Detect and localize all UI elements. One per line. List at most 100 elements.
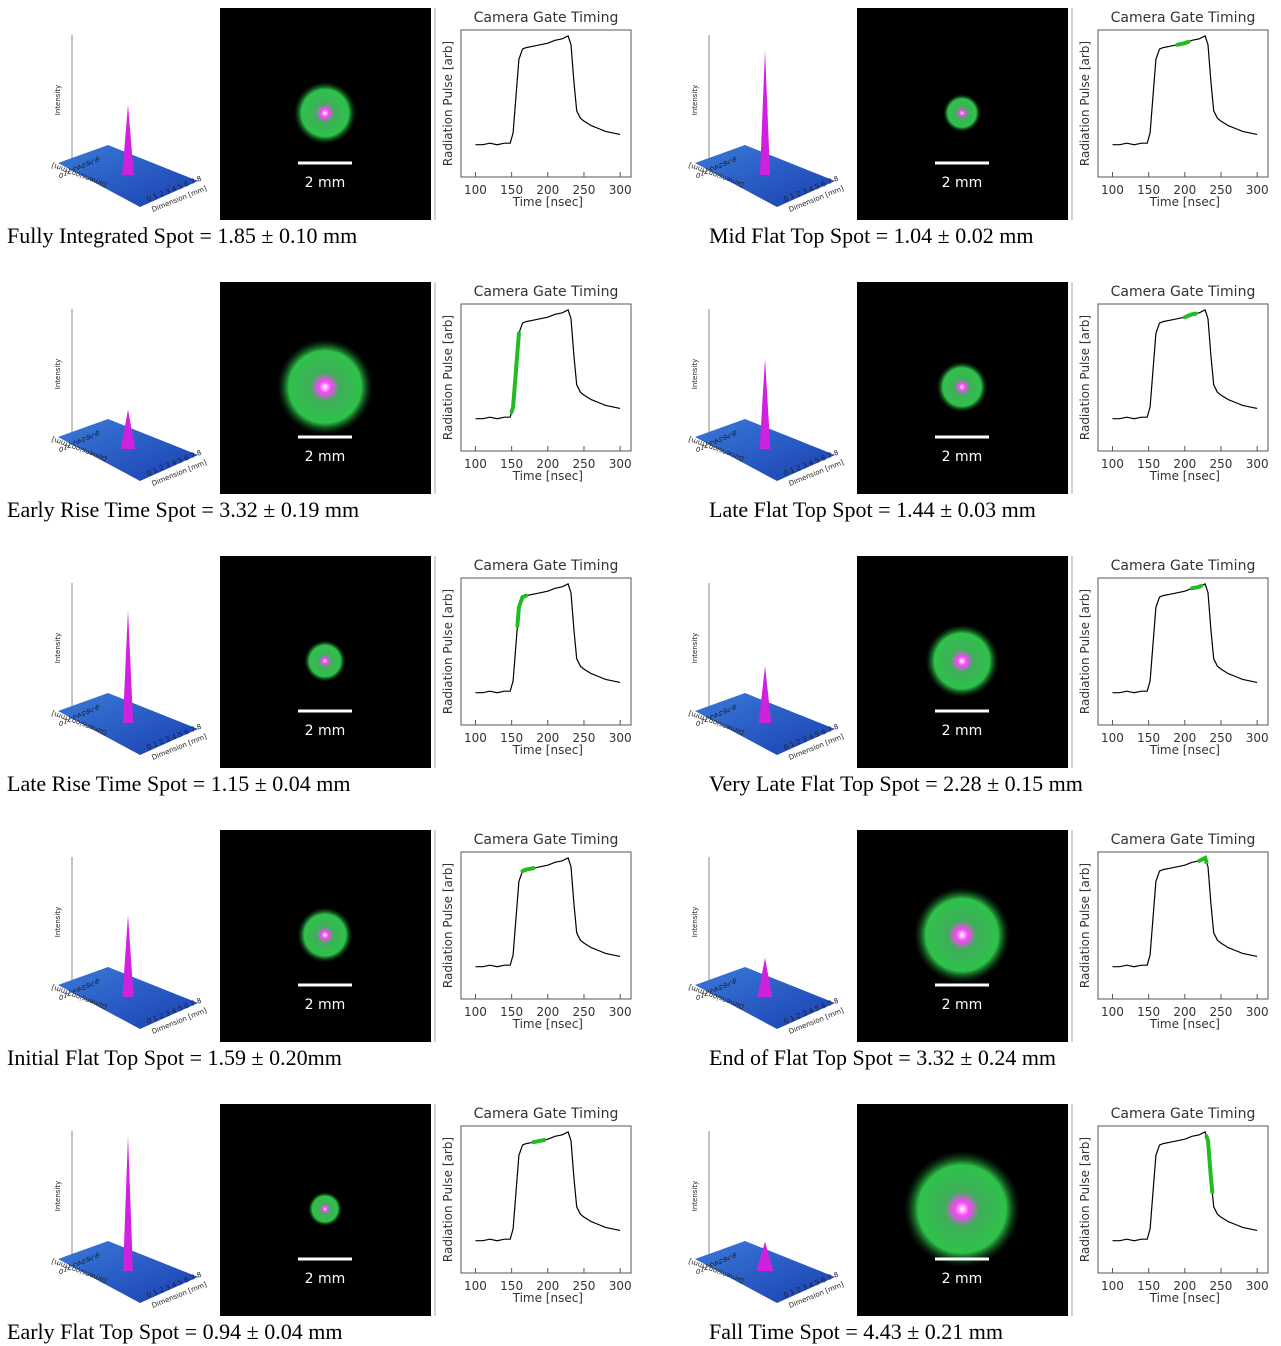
x-axis-label: Time [nsec] [1149, 1017, 1220, 1031]
x-tick-label: 100 [464, 731, 487, 745]
surface-tick-label: 8 [196, 449, 203, 458]
x-tick-label: 200 [536, 1005, 559, 1019]
x-tick-label: 150 [500, 731, 523, 745]
x-tick-label: 250 [573, 1005, 596, 1019]
chart-title: Camera Gate Timing [474, 832, 619, 848]
pulse-line [476, 858, 621, 967]
x-tick-label: 150 [500, 1279, 523, 1293]
caption: Fully Integrated Spot = 1.85 ± 0.10 mm [7, 223, 357, 248]
beam-spot [294, 82, 357, 145]
panel: Intensity001122334455667788Dimension [mm… [687, 1104, 1268, 1344]
gate-window [1178, 42, 1189, 45]
x-tick-label: 250 [573, 1279, 596, 1293]
x-tick-label: 300 [1246, 1005, 1269, 1019]
beam-spot [925, 624, 999, 698]
surface-tick-label: 8 [196, 175, 203, 184]
y-axis-label: Radiation Pulse [arb] [1078, 41, 1092, 166]
x-tick-label: 200 [536, 183, 559, 197]
gate-window [523, 868, 534, 871]
x-tick-label: 250 [1210, 457, 1233, 471]
caption: Early Rise Time Spot = 3.32 ± 0.19 mm [7, 497, 359, 522]
x-axis-label: Time [nsec] [1149, 1291, 1220, 1305]
beam-spot [297, 907, 352, 962]
chart-title: Camera Gate Timing [474, 284, 619, 300]
beam-spot [277, 339, 373, 435]
surface-tick-label: 8 [833, 1271, 840, 1280]
gate-window [533, 1140, 544, 1142]
x-tick-label: 100 [464, 457, 487, 471]
chart-title: Camera Gate Timing [1111, 558, 1256, 574]
x-tick-label: 100 [464, 1279, 487, 1293]
y-axis-label: Radiation Pulse [arb] [1078, 1137, 1092, 1262]
plot-frame [1098, 1126, 1268, 1273]
x-tick-label: 200 [1173, 1005, 1196, 1019]
caption: Initial Flat Top Spot = 1.59 ± 0.20mm [7, 1045, 342, 1070]
chart-title: Camera Gate Timing [474, 10, 619, 26]
caption: Late Flat Top Spot = 1.44 ± 0.03 mm [709, 497, 1036, 522]
x-tick-label: 200 [1173, 183, 1196, 197]
x-tick-label: 300 [609, 1005, 632, 1019]
pulse-line [1113, 310, 1258, 419]
x-tick-label: 100 [1101, 1005, 1124, 1019]
y-axis-label: Radiation Pulse [arb] [441, 589, 455, 714]
pulse-line [476, 584, 621, 693]
pulse-line [1113, 36, 1258, 145]
intensity-peak [122, 105, 134, 175]
y-axis-label: Radiation Pulse [arb] [1078, 863, 1092, 988]
beam-spot [304, 640, 346, 682]
x-axis-label: Time [nsec] [512, 469, 583, 483]
z-axis-label: Intensity [54, 85, 62, 115]
surface-tick-label: 8 [833, 997, 840, 1006]
caption: Mid Flat Top Spot = 1.04 ± 0.02 mm [709, 223, 1033, 248]
x-tick-label: 100 [1101, 1279, 1124, 1293]
gate-window [1192, 586, 1201, 588]
panel: Intensity001122334455667788Dimension [mm… [687, 282, 1268, 522]
intensity-peak [759, 666, 772, 723]
x-axis-label: Time [nsec] [512, 743, 583, 757]
z-axis-label: Intensity [54, 907, 62, 937]
z-axis-label: Intensity [54, 359, 62, 389]
gate-window [517, 596, 526, 626]
y-axis-label: Radiation Pulse [arb] [441, 41, 455, 166]
y-axis-label: Radiation Pulse [arb] [1078, 315, 1092, 440]
beam-spot [943, 94, 981, 132]
gate-window [1199, 858, 1206, 862]
beam-spot [914, 887, 1010, 983]
beam-spot [937, 362, 988, 413]
x-tick-label: 300 [1246, 183, 1269, 197]
beam-spot [308, 1192, 342, 1226]
beam-spot [904, 1151, 1021, 1268]
surface-tick-label: 8 [196, 1271, 203, 1280]
panel: Intensity001122334455667788Dimension [mm… [687, 556, 1268, 796]
x-tick-label: 150 [500, 1005, 523, 1019]
intensity-peak [122, 915, 133, 997]
gate-window [512, 333, 519, 412]
scale-label: 2 mm [305, 175, 346, 191]
scale-label: 2 mm [305, 449, 346, 465]
x-tick-label: 300 [609, 1279, 632, 1293]
x-tick-label: 100 [1101, 457, 1124, 471]
x-tick-label: 250 [573, 731, 596, 745]
x-tick-label: 200 [1173, 457, 1196, 471]
caption: Fall Time Spot = 4.43 ± 0.21 mm [709, 1319, 1003, 1344]
intensity-peak [760, 50, 770, 175]
plot-frame [1098, 852, 1268, 999]
chart-title: Camera Gate Timing [474, 1106, 619, 1122]
x-tick-label: 250 [1210, 183, 1233, 197]
x-tick-label: 100 [1101, 731, 1124, 745]
scale-label: 2 mm [942, 1271, 983, 1287]
plot-frame [461, 30, 631, 177]
surface-tick-label: 8 [833, 723, 840, 732]
scale-label: 2 mm [942, 175, 983, 191]
panel: Intensity001122334455667788Dimension [mm… [7, 282, 632, 522]
chart-title: Camera Gate Timing [1111, 284, 1256, 300]
x-tick-label: 250 [573, 183, 596, 197]
x-axis-label: Time [nsec] [512, 1291, 583, 1305]
x-axis-label: Time [nsec] [1149, 469, 1220, 483]
scale-label: 2 mm [942, 449, 983, 465]
x-tick-label: 200 [536, 457, 559, 471]
z-axis-label: Intensity [691, 85, 699, 115]
z-axis-label: Intensity [54, 633, 62, 663]
panel: Intensity001122334455667788Dimension [mm… [7, 830, 632, 1070]
pulse-line [476, 1132, 621, 1241]
